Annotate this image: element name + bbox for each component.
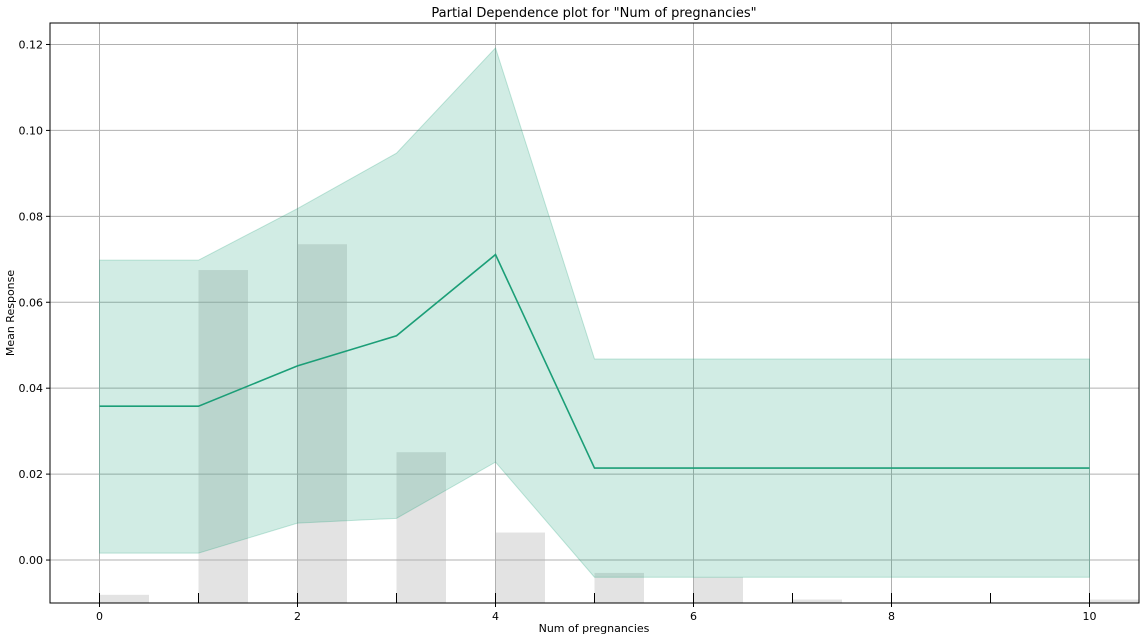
histogram-bar bbox=[792, 599, 842, 603]
y-tick-label: 0.04 bbox=[19, 382, 44, 395]
histogram-bar bbox=[495, 532, 545, 603]
y-tick-label: 0.02 bbox=[19, 468, 44, 481]
y-axis-label: Mean Response bbox=[4, 270, 17, 357]
plot-area: 0 2 4 6 8 10 0.00 0.02 0.04 0.06 0.08 0.10 0.12 bbox=[19, 22, 1140, 623]
y-tick-label: 0.10 bbox=[19, 124, 44, 137]
y-tick-label: 0.00 bbox=[19, 554, 44, 567]
histogram-bar bbox=[396, 452, 446, 603]
chart-title: Partial Dependence plot for "Num of preg… bbox=[431, 6, 756, 21]
histogram-bar bbox=[693, 577, 743, 603]
x-tick-label: 6 bbox=[690, 610, 697, 623]
y-tick-label: 0.06 bbox=[19, 296, 44, 309]
mean-response-line bbox=[99, 253, 1090, 469]
x-tick-label: 4 bbox=[492, 610, 499, 623]
histogram-bar bbox=[99, 594, 149, 603]
plot-frame bbox=[49, 22, 1140, 604]
plot-content bbox=[50, 23, 1139, 603]
x-axis-label: Num of pregnancies bbox=[539, 622, 650, 635]
x-tick-label: 2 bbox=[294, 610, 301, 623]
histogram-bar bbox=[297, 244, 347, 603]
x-tick-label: 8 bbox=[888, 610, 895, 623]
confidence-band bbox=[99, 46, 1090, 578]
histogram-bar bbox=[198, 270, 248, 603]
histogram-bar bbox=[594, 572, 644, 603]
y-tick-label: 0.08 bbox=[19, 210, 44, 223]
histogram-bar bbox=[1089, 599, 1139, 603]
x-tick-label: 10 bbox=[1083, 610, 1097, 623]
y-tick-label: 0.12 bbox=[19, 38, 44, 51]
x-tick-label: 0 bbox=[96, 610, 103, 623]
